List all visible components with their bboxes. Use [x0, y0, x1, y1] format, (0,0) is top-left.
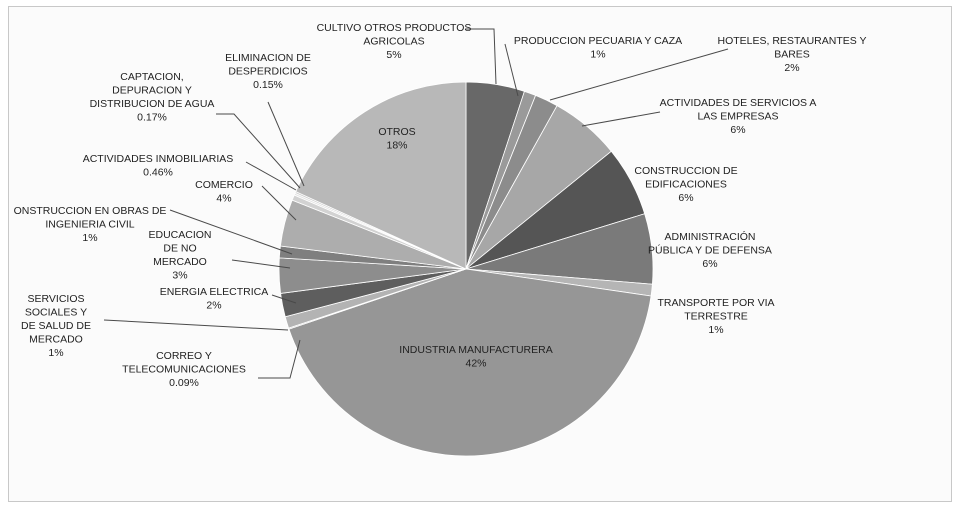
- slice-label: ACTIVIDADES INMOBILIARIAS 0.46%: [83, 153, 234, 179]
- leader-lines: [103, 28, 729, 379]
- slice-label: HOTELES, RESTAURANTES Y BARES 2%: [718, 35, 867, 74]
- slice-label: EDUCACION DE NO MERCADO 3%: [148, 229, 211, 282]
- slice-label: CAPTACION, DEPURACION Y DISTRIBUCION DE AG…: [90, 71, 215, 124]
- slice-label: COMERCIO 4%: [195, 179, 253, 205]
- slice-label: PRODUCCION PECUARIA Y CAZA 1%: [514, 35, 682, 61]
- leader-line: [216, 113, 301, 189]
- slice-labels: CULTIVO OTROS PRODUCTOS AGRICOLAS 5% PRODUC…: [14, 22, 867, 389]
- leader-line: [549, 48, 729, 101]
- slice-label: ADMINISTRACIÓN PÚBLICA Y DE DEFENSA 6%: [648, 230, 772, 270]
- slice-label: ELIMINACION DE DESPERDICIOS 0.15%: [225, 52, 311, 91]
- leader-line: [504, 43, 519, 97]
- leader-line: [231, 259, 291, 269]
- slice-label: ONSTRUCCION EN OBRAS DE INGENIERIA CIVIL 1…: [14, 205, 167, 244]
- pie-slices: [278, 81, 654, 457]
- leader-line: [103, 319, 289, 331]
- leader-line: [258, 339, 301, 379]
- slice-label: CORREO Y TELECOMUNICACIONES 0.09%: [122, 350, 246, 389]
- pie-slice: [295, 81, 467, 270]
- leader-line: [581, 111, 661, 127]
- slice-label: INDUSTRIA MANUFACTURERA 42%: [399, 344, 552, 370]
- slice-label: CULTIVO OTROS PRODUCTOS AGRICOLAS 5%: [317, 22, 472, 61]
- leader-line: [245, 161, 297, 191]
- leader-line: [169, 209, 293, 255]
- leader-line: [261, 185, 297, 221]
- leader-line: [267, 101, 305, 187]
- pie-slice: [288, 268, 652, 457]
- leader-line: [271, 294, 297, 304]
- slice-label: ACTIVIDADES DE SERVICIOS A LAS EMPRESAS 6%: [660, 97, 817, 136]
- slice-label: ENERGIA ELECTRICA 2%: [160, 286, 269, 312]
- slice-label: OTROS 18%: [378, 126, 415, 152]
- slice-label: TRANSPORTE POR VIA TERRESTRE 1%: [657, 297, 774, 336]
- leader-line: [465, 28, 497, 85]
- slice-label: SERVICIOS SOCIALES Y DE SALUD DE MERCADO 1%: [21, 293, 91, 359]
- slice-label: CONSTRUCCION DE EDIFICACIONES 6%: [634, 165, 737, 204]
